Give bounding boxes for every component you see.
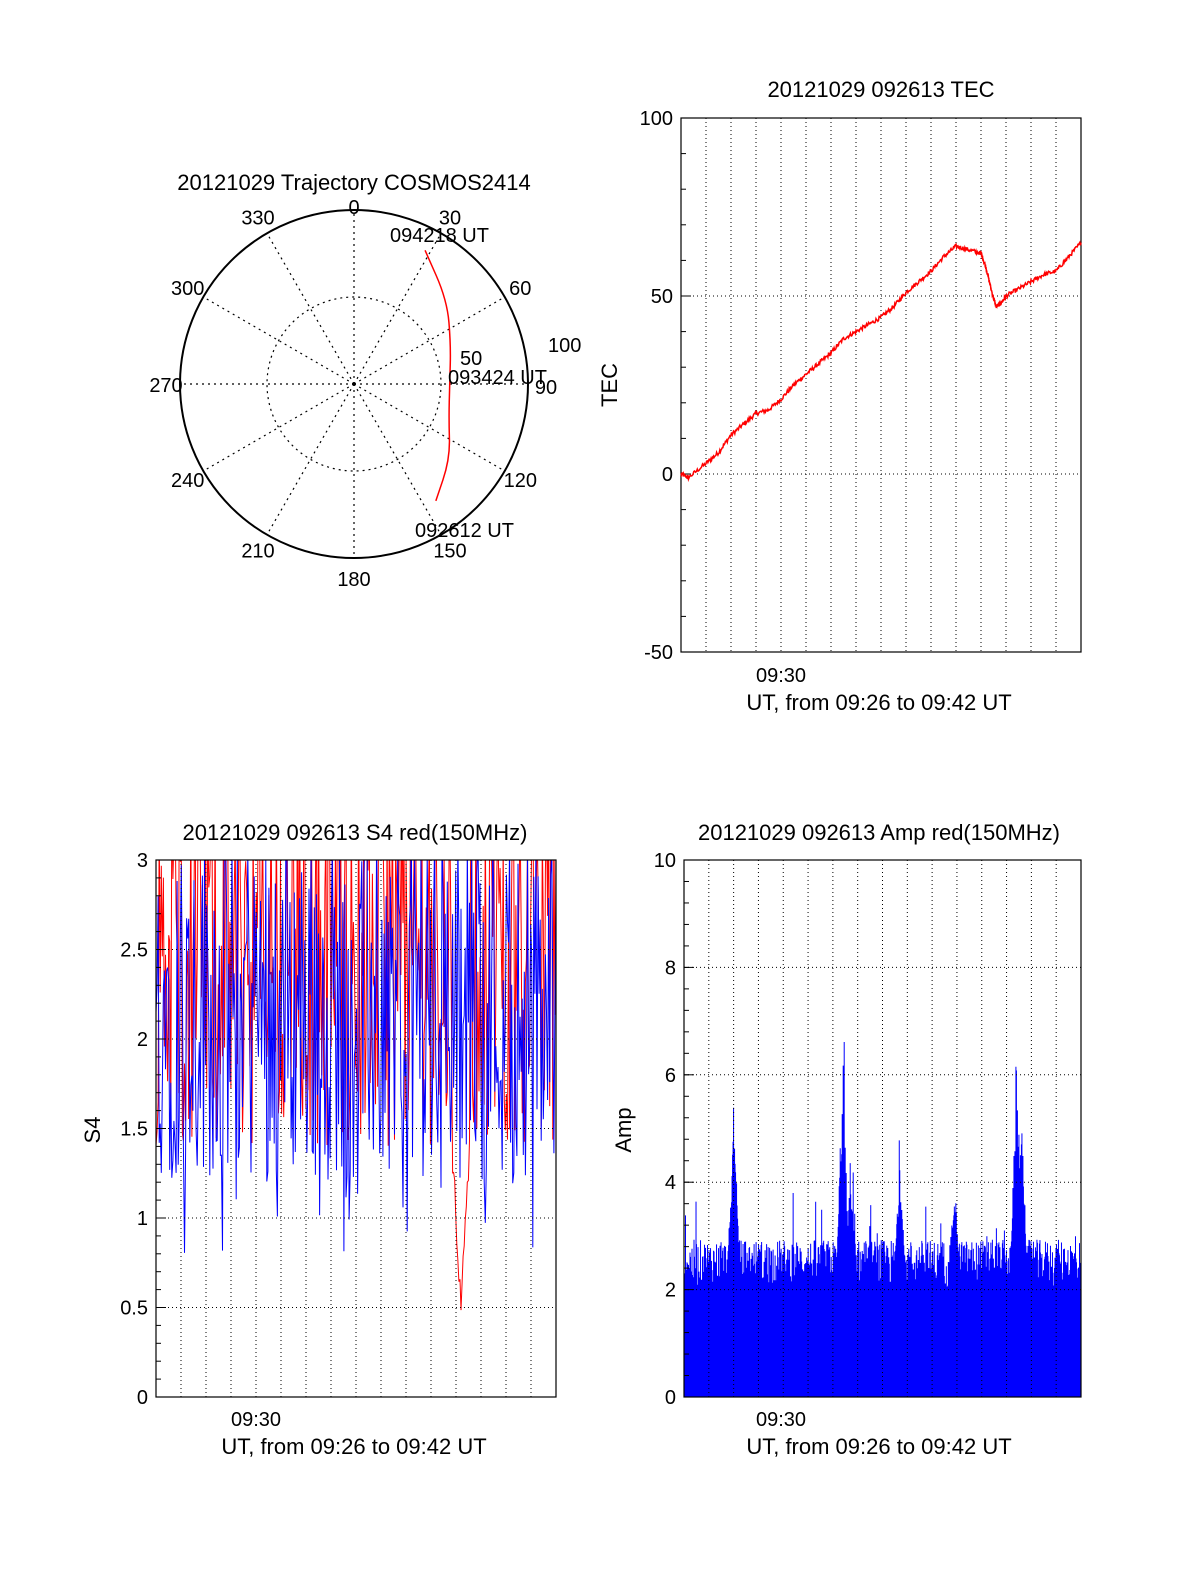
polar-angle-label: 300: [171, 278, 204, 300]
s4-title: 20121029 092613 S4 red(150MHz): [183, 820, 528, 845]
polar-spoke: [203, 296, 355, 385]
y-tick-label: 0: [662, 464, 673, 486]
polar-grid: [180, 210, 528, 558]
y-tick-label: 1.5: [120, 1119, 148, 1141]
y-tick-label: 2: [137, 1029, 148, 1051]
polar-angle-label: 330: [241, 208, 274, 230]
trajectory-line: [424, 250, 452, 502]
tec-y-label: TEC: [597, 363, 622, 407]
polar-angle-label: 210: [241, 540, 274, 562]
y-tick-label: 10: [654, 850, 676, 872]
polar-ring-50: [266, 296, 442, 472]
amp-x-tick-0930: 09:30: [756, 1409, 806, 1431]
s4-blue-series: [156, 860, 556, 1253]
tec-series-line: [680, 240, 1082, 483]
y-tick-label: 6: [665, 1065, 676, 1087]
trajectory-title: 20121029 Trajectory COSMOS2414: [177, 170, 530, 195]
trajectory-label-mid: 093424 UT: [448, 367, 547, 389]
tec-x-label: UT, from 09:26 to 09:42 UT: [746, 690, 1011, 715]
radial-label-50: 50: [460, 348, 482, 370]
s4-grid: [156, 860, 556, 1397]
polar-spoke: [353, 383, 442, 535]
s4-panel: 20121029 092613 S4 red(150MHz) 0 0.5 1 1.5 2…: [80, 820, 557, 1459]
s4-y-label: S4: [80, 1117, 105, 1144]
s4-x-label: UT, from 09:26 to 09:42 UT: [221, 1434, 486, 1459]
y-tick-label: 50: [651, 286, 673, 308]
amp-y-label: Amp: [611, 1107, 636, 1152]
tec-x-tick-0930: 09:30: [756, 665, 806, 687]
y-tick-label: 4: [665, 1172, 676, 1194]
polar-angle-label: 90: [535, 377, 557, 399]
trajectory-label-end: 094218 UT: [390, 225, 489, 247]
polar-spoke: [266, 233, 355, 385]
trajectory-label-start: 092612 UT: [415, 520, 514, 542]
polar-spoke: [203, 383, 355, 472]
polar-angle-label: 120: [504, 470, 537, 492]
y-tick-label: 8: [665, 957, 676, 979]
amp-plot-frame: [683, 859, 1082, 1398]
polar-spoke: [266, 383, 355, 535]
amp-y-ticks: 0 2 4 6 8 10: [654, 850, 694, 1409]
polar-spoke: [353, 233, 442, 385]
s4-y-ticks: 0 0.5 1 1.5 2 2.5 3: [120, 850, 166, 1409]
y-tick-label: 2.5: [120, 940, 148, 962]
tec-grid: [681, 118, 1081, 652]
polar-angle-label: 0: [348, 197, 359, 219]
polar-angle-label: 240: [171, 470, 204, 492]
amp-grid: [684, 860, 1081, 1397]
amp-x-label: UT, from 09:26 to 09:42 UT: [746, 1434, 1011, 1459]
y-tick-label: -50: [644, 642, 673, 664]
y-tick-label: 0: [665, 1387, 676, 1409]
radial-label-100: 100: [548, 335, 581, 357]
amp-panel: 20121029 092613 Amp red(150MHz) 0246810 …: [611, 820, 1082, 1459]
tec-title: 20121029 092613 TEC: [767, 77, 994, 102]
s4-red-series: [156, 860, 556, 1311]
tec-plot-frame: [680, 117, 1082, 653]
amp-title: 20121029 092613 Amp red(150MHz): [698, 820, 1060, 845]
polar-angle-label: 60: [509, 278, 531, 300]
y-tick-label: 2: [665, 1280, 676, 1302]
amp-bars: [683, 1042, 1082, 1397]
tec-y-ticks: -50 0 50 100: [640, 108, 691, 664]
polar-angle-label: 150: [433, 540, 466, 562]
trajectory-panel: 20121029 Trajectory COSMOS2414 0 30 60 90 12…: [149, 170, 581, 591]
polar-spoke: [353, 383, 505, 472]
polar-angle-labels: 0 30 60 90 120 150 180 210 240 270 300 330: [149, 197, 557, 591]
y-tick-label: 0.5: [120, 1298, 148, 1320]
y-tick-label: 1: [137, 1208, 148, 1230]
polar-outer-ring: [179, 209, 529, 559]
tec-panel: 20121029 092613 TEC -50 0 50 100 09:30 UT, …: [597, 77, 1082, 715]
polar-angle-label: 30: [439, 208, 461, 230]
polar-spoke: [353, 296, 505, 385]
y-tick-label: 0: [137, 1387, 148, 1409]
y-tick-label: 100: [640, 108, 673, 130]
y-tick-label: 3: [137, 850, 148, 872]
s4-x-tick-0930: 09:30: [231, 1409, 281, 1431]
polar-angle-label: 180: [337, 569, 370, 591]
polar-angle-label: 270: [149, 375, 182, 397]
